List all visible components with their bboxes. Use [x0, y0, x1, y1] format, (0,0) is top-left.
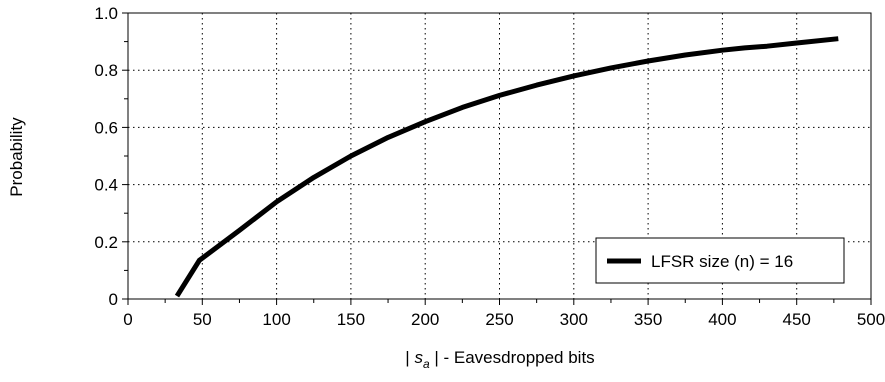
x-tick-label: 0 — [123, 310, 132, 329]
y-tick-label: 0.4 — [94, 176, 118, 195]
legend-label: LFSR size (n) = 16 — [651, 252, 793, 271]
x-axis-label-prefix: | — [405, 348, 414, 367]
y-tick-label: 0.6 — [94, 118, 118, 137]
x-tick-label: 150 — [337, 310, 365, 329]
x-tick-labels: 0 50 100 150 200 250 300 350 400 450 500 — [123, 310, 885, 329]
y-tick-label: 0.8 — [94, 61, 118, 80]
series-line — [174, 36, 839, 298]
x-axis-label-suffix: | - Eavesdropped bits — [430, 348, 595, 367]
x-tick-label: 250 — [485, 310, 513, 329]
axis-ticks — [122, 12, 872, 305]
x-tick-label: 450 — [783, 310, 811, 329]
y-tick-label: 0.2 — [94, 233, 118, 252]
x-tick-label: 100 — [262, 310, 290, 329]
x-tick-label: 500 — [857, 310, 885, 329]
x-tick-label: 50 — [193, 310, 212, 329]
y-axis-label: Probability — [7, 117, 26, 197]
y-tick-label: 0 — [109, 290, 118, 309]
legend: LFSR size (n) = 16 — [595, 237, 845, 284]
x-axis-label-symbol: s — [414, 348, 423, 367]
y-tick-labels: 0 0.2 0.4 0.6 0.8 1.0 — [94, 4, 118, 309]
x-axis-label: | sa | - Eavesdropped bits — [405, 348, 594, 371]
x-tick-label: 350 — [634, 310, 662, 329]
grid-lines — [128, 13, 871, 299]
series-group — [174, 36, 839, 298]
x-axis-label-subscript: a — [423, 357, 430, 371]
x-tick-label: 400 — [708, 310, 736, 329]
x-tick-label: 300 — [560, 310, 588, 329]
x-tick-label: 200 — [411, 310, 439, 329]
y-tick-label: 1.0 — [94, 4, 118, 23]
